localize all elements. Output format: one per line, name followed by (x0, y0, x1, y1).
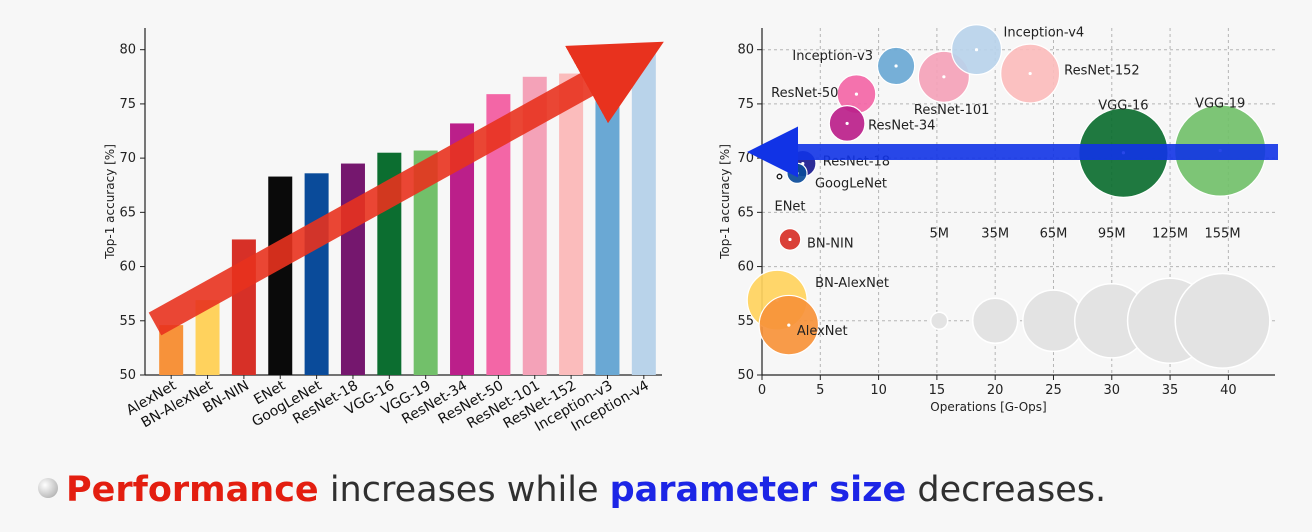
size-legend-bubble (1174, 272, 1271, 369)
bubble-group (778, 228, 802, 251)
bubble-group (828, 105, 866, 142)
bubble-label: BN-AlexNet (815, 276, 889, 291)
trend-arrow-up (148, 41, 664, 336)
x-tick-label: 25 (1045, 383, 1062, 398)
bubble-group (758, 294, 820, 356)
size-legend-label: 95M (1098, 226, 1126, 241)
bubble-group (951, 24, 1003, 76)
y-tick-label: 70 (737, 151, 754, 166)
y-tick-label: 55 (119, 314, 136, 329)
size-legend-bubble (971, 297, 1019, 345)
x-tick-label: 10 (870, 383, 887, 398)
bubble-label: Inception-v4 (1004, 26, 1085, 41)
bullet-icon (38, 478, 58, 498)
bubble-label: VGG-16 (1098, 99, 1148, 114)
bar (304, 173, 329, 375)
x-axis-label: Operations [G-Ops] (930, 400, 1046, 414)
y-axis-label: Top-1 accuracy [%] (718, 144, 732, 260)
x-tick-label: 15 (929, 383, 946, 398)
bubble-label: BN-NIN (807, 236, 854, 251)
caption: Performance increases while parameter si… (38, 470, 1106, 510)
bar (268, 176, 293, 375)
bubble-center-dot (777, 174, 782, 179)
y-tick-label: 75 (737, 97, 754, 112)
bubble-center-dot (1028, 71, 1032, 76)
bubble-label: ResNet-34 (868, 118, 935, 133)
bubble-label: VGG-19 (1195, 97, 1245, 112)
x-tick-label: 35 (1162, 383, 1179, 398)
size-legend-label: 155M (1205, 226, 1241, 241)
bubble-label: AlexNet (797, 324, 848, 339)
bubble-center-dot (787, 323, 791, 327)
bubble-group (775, 172, 784, 181)
y-tick-label: 55 (737, 314, 754, 329)
y-tick-label: 80 (737, 43, 754, 58)
x-tick-label: 30 (1103, 383, 1120, 398)
y-tick-label: 65 (119, 205, 136, 220)
bubble-center-dot (788, 237, 792, 242)
bubble-group (786, 162, 808, 184)
x-tick-label: 40 (1220, 383, 1237, 398)
y-tick-label: 50 (119, 368, 136, 383)
caption-middle: increases while (318, 470, 610, 510)
bubble-label: GoogLeNet (815, 176, 887, 191)
y-tick-label: 60 (119, 260, 136, 275)
y-tick-label: 50 (737, 368, 754, 383)
x-tick-label: 20 (987, 383, 1004, 398)
size-legend-label: 125M (1152, 226, 1188, 241)
y-tick-label: 60 (737, 260, 754, 275)
bubble-label: ResNet-50 (771, 86, 838, 101)
x-tick-label: 0 (758, 383, 766, 398)
size-legend-label: 5M (929, 226, 949, 241)
bubble-label: ResNet-101 (914, 103, 990, 118)
caption-end: decreases. (906, 470, 1107, 510)
bubble-center-dot (845, 121, 849, 126)
bubble-center-dot (795, 171, 799, 175)
size-legend-label: 35M (981, 226, 1009, 241)
bubble-center-dot (974, 48, 979, 52)
y-tick-label: 65 (737, 205, 754, 220)
bar (559, 73, 584, 375)
size-legend-label: 65M (1040, 226, 1068, 241)
bar (631, 49, 656, 375)
y-tick-label: 70 (119, 151, 136, 166)
bubble-center-dot (942, 75, 946, 79)
y-tick-label: 75 (119, 97, 136, 112)
caption-performance: Performance (66, 470, 319, 510)
caption-parameter-size: parameter size (609, 470, 907, 510)
y-tick-label: 80 (119, 43, 136, 58)
bubble-group (876, 46, 916, 86)
size-legend-bubble (929, 311, 949, 331)
bubble-chart: 50 55 60 65 70 75 80 0 5 10 15 20 25 30 35 40 Top-1 accu… (718, 24, 1278, 414)
bar (595, 65, 620, 375)
bubble-label: ENet (774, 200, 805, 215)
bubble-center-dot (854, 92, 859, 96)
bubble-group (1000, 43, 1061, 104)
bubble-label: Inception-v3 (792, 49, 873, 64)
x-tick-label: 5 (816, 383, 824, 398)
bubble-label: ResNet-152 (1064, 64, 1140, 79)
bubble-center-dot (894, 64, 898, 68)
y-axis-label: Top-1 accuracy [%] (103, 144, 117, 260)
